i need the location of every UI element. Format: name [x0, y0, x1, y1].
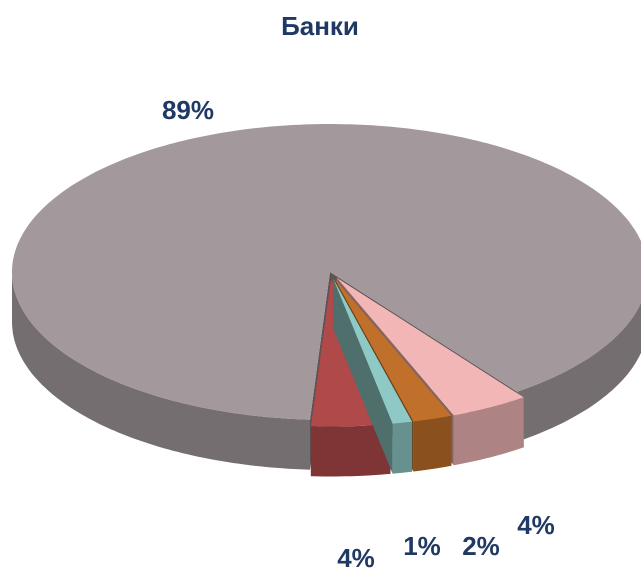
data-label: 89% [162, 95, 214, 125]
slice [12, 124, 641, 420]
slice-side [310, 423, 391, 477]
slice [333, 278, 413, 474]
slice [333, 278, 413, 424]
data-label: 2% [462, 531, 500, 561]
slice-side [392, 421, 413, 474]
slice [334, 278, 452, 422]
slice-side [413, 415, 452, 472]
data-label: 1% [403, 531, 441, 561]
slice-cut-face [333, 278, 393, 474]
slice-side [516, 302, 641, 442]
slice [336, 277, 524, 416]
slice-side [453, 397, 524, 466]
slice-side [12, 270, 310, 470]
data-label: 4% [517, 510, 555, 540]
data-label: 4% [337, 543, 375, 573]
chart-title: Банки [281, 11, 359, 41]
